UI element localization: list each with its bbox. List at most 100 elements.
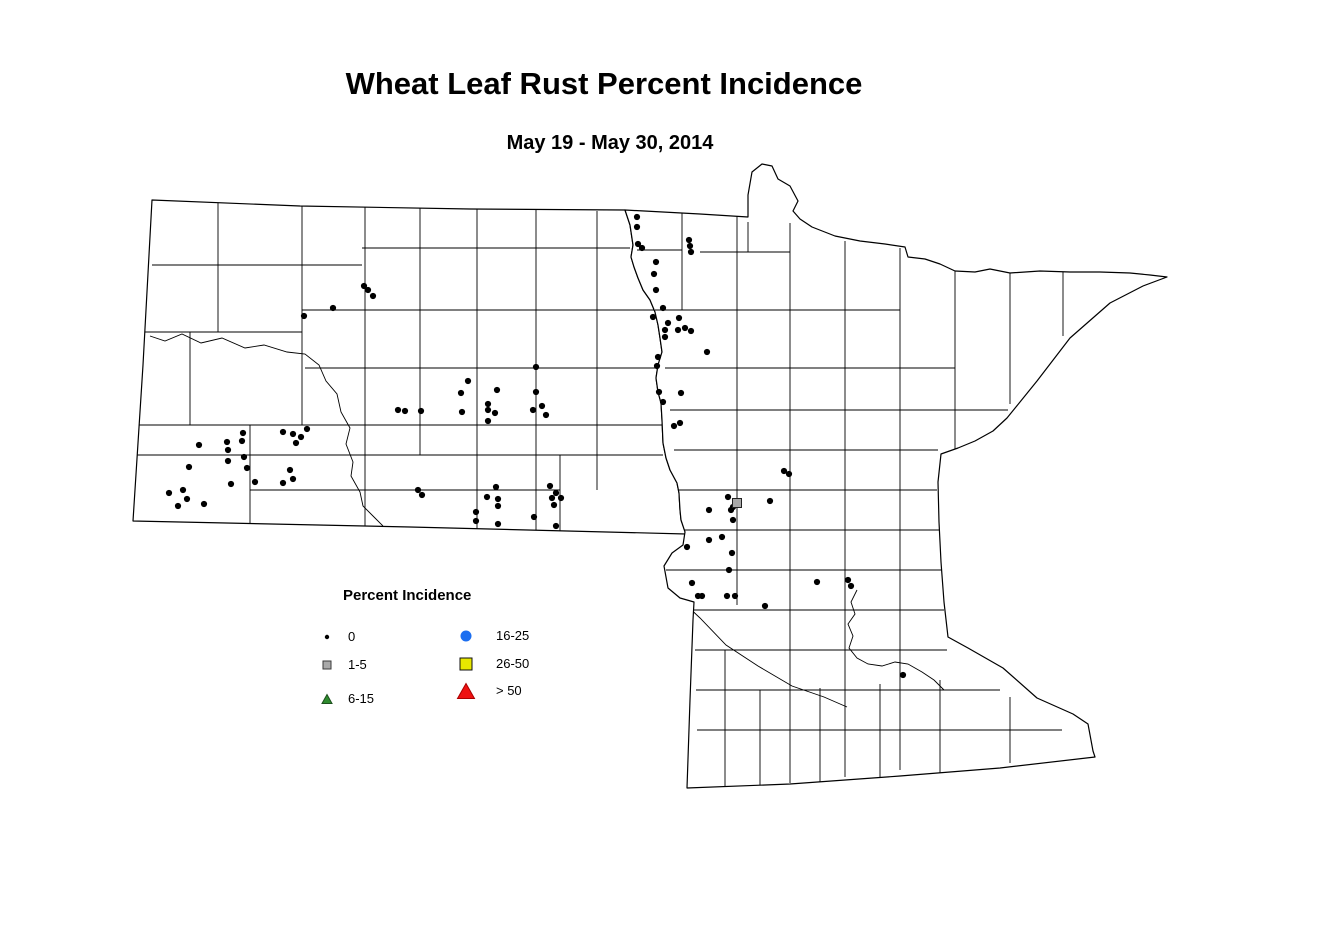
map-point-0: [655, 388, 663, 396]
map-point-0: [674, 326, 682, 334]
map-point-0: [195, 441, 203, 449]
map-point-0: [654, 353, 662, 361]
map-point-0: [659, 398, 667, 406]
chart-subtitle: May 19 - May 30, 2014: [506, 132, 714, 154]
map-point-0: [675, 314, 683, 322]
map-point-0: [731, 592, 739, 600]
state-north-dakota: [132, 199, 687, 535]
map-point-0: [472, 517, 480, 525]
map-point-0: [279, 428, 287, 436]
map-point-0: [297, 433, 305, 441]
map-point-0: [484, 406, 492, 414]
map-point-0: [174, 502, 182, 510]
map-point-0: [661, 326, 669, 334]
map-point-0: [200, 500, 208, 508]
map-point-0: [653, 362, 661, 370]
map-point-0: [417, 407, 425, 415]
map-point-0: [899, 671, 907, 679]
map-point-0: [240, 453, 248, 461]
map-point-0: [633, 223, 641, 231]
map-point-0: [725, 566, 733, 574]
map-point-0: [634, 240, 642, 248]
map-point-0: [300, 312, 308, 320]
map-point-0: [548, 494, 556, 502]
map-point-0: [394, 406, 402, 414]
map-point-0: [550, 501, 558, 509]
map-point-0: [718, 533, 726, 541]
map-point-0: [661, 333, 669, 341]
minnesota-outline: [624, 163, 1168, 789]
map-point-0: [183, 495, 191, 503]
map-point-0: [844, 576, 852, 584]
map-point-0: [292, 439, 300, 447]
map-point-0: [458, 408, 466, 416]
map-point-0: [224, 446, 232, 454]
map-point-0: [633, 213, 641, 221]
map-point-0: [785, 470, 793, 478]
state-minnesota: [624, 163, 1168, 789]
map-point-1-5: [732, 498, 742, 508]
map-point-0: [532, 363, 540, 371]
map-point-0: [418, 491, 426, 499]
map-point-0: [279, 479, 287, 487]
map-point-0: [552, 489, 560, 497]
map-point-0: [703, 348, 711, 356]
map-point-0: [243, 464, 251, 472]
map-point-0: [664, 319, 672, 327]
map-point-0: [492, 483, 500, 491]
map-point-0: [369, 292, 377, 300]
map-point-0: [494, 502, 502, 510]
map-point-0: [484, 417, 492, 425]
map-point-0: [530, 513, 538, 521]
map-point-0: [705, 506, 713, 514]
map-point-0: [239, 429, 247, 437]
chart-title: Wheat Leaf Rust Percent Incidence: [345, 66, 863, 101]
map-point-0: [303, 425, 311, 433]
map-point-0: [538, 402, 546, 410]
map-point-0: [223, 438, 231, 446]
north-dakota-county-lines: [135, 201, 663, 534]
map-point-0: [724, 493, 732, 501]
map-point-0: [688, 579, 696, 587]
map-point-0: [224, 457, 232, 465]
map-point-0: [185, 463, 193, 471]
north-dakota-outline: [132, 199, 687, 535]
map-point-0: [484, 400, 492, 408]
map-point-0: [286, 466, 294, 474]
map-point-0: [681, 324, 689, 332]
map-point-0: [165, 489, 173, 497]
map-point-0: [494, 520, 502, 528]
map-point-0: [329, 304, 337, 312]
minnesota-mississippi-rivers: [682, 589, 945, 708]
map-point-0: [723, 592, 731, 600]
map-point-0: [687, 327, 695, 335]
map-point-0: [542, 411, 550, 419]
missouri-river: [149, 333, 384, 527]
map-point-0: [650, 270, 658, 278]
map-point-0: [761, 602, 769, 610]
map-point-0: [728, 549, 736, 557]
map-point-0: [780, 467, 788, 475]
minnesota-county-lines: [637, 209, 1064, 788]
map-point-0: [698, 592, 706, 600]
map-point-0: [289, 475, 297, 483]
map-point-0: [364, 286, 372, 294]
map-point-0: [652, 258, 660, 266]
map-point-0: [491, 409, 499, 417]
map-point-0: [557, 494, 565, 502]
map-point-0: [766, 497, 774, 505]
map-point-0: [483, 493, 491, 501]
map-point-0: [251, 478, 259, 486]
map-point-0: [414, 486, 422, 494]
map-point-0: [464, 377, 472, 385]
map-points: [165, 213, 907, 679]
map-point-0: [729, 516, 737, 524]
map-point-0: [705, 536, 713, 544]
map-point-0: [546, 482, 554, 490]
map-point-0: [686, 242, 694, 250]
map-point-0: [676, 419, 684, 427]
map-point-0: [494, 495, 502, 503]
map-point-0: [683, 543, 691, 551]
